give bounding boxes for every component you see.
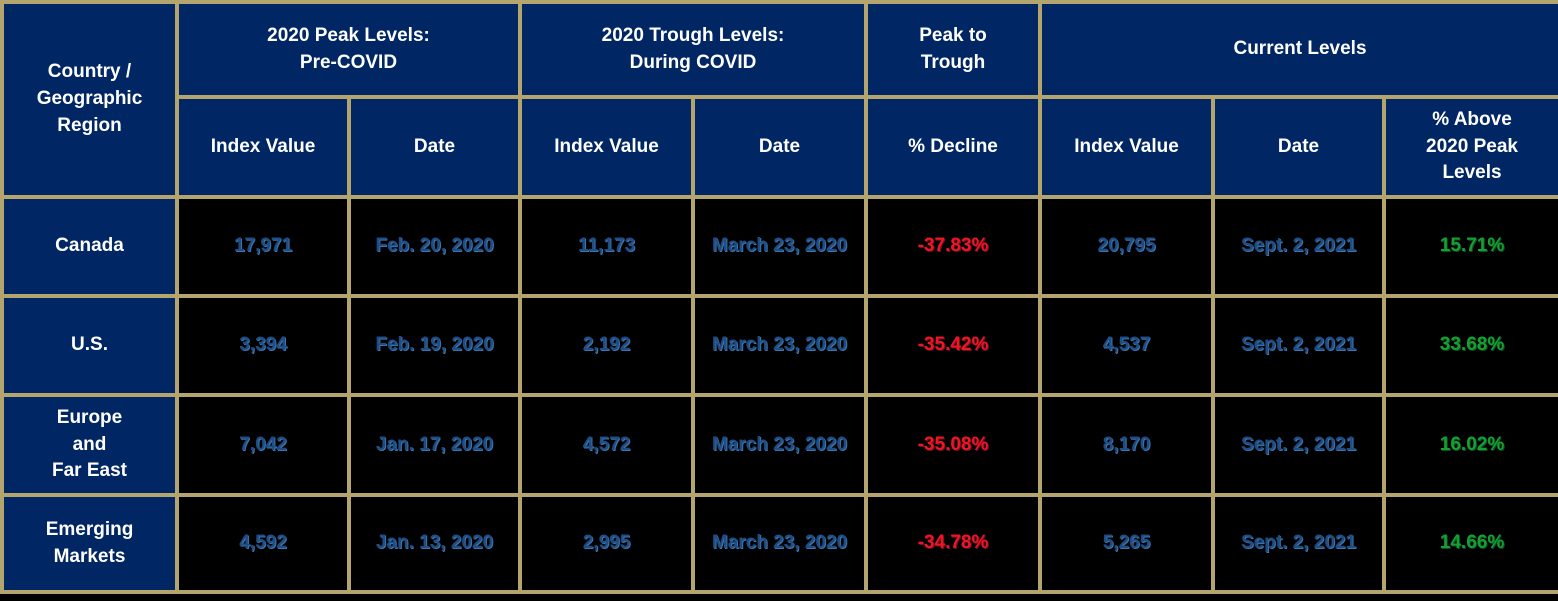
cell-current-index: 5,265 (1038, 493, 1215, 594)
cell-peak-index: 3,394 (175, 294, 351, 397)
subheader-peak-index-value: Index Value (175, 95, 351, 199)
header-group-peak-levels: 2020 Peak Levels: Pre-COVID (175, 0, 522, 99)
cell-percent-decline: -34.78% (864, 493, 1042, 594)
cell-trough-index: 2,995 (518, 493, 695, 594)
cell-percent-above-peak: 16.02% (1381, 393, 1558, 497)
cell-peak-date: Jan. 17, 2020 (347, 393, 522, 497)
row-canada: Canada 17,971 Feb. 20, 2020 11,173 March… (0, 195, 1558, 298)
region-label: U.S. (0, 294, 179, 397)
cell-percent-above-peak: 33.68% (1381, 294, 1558, 397)
cell-current-date: Sept. 2, 2021 (1211, 493, 1386, 594)
row-us: U.S. 3,394 Feb. 19, 2020 2,192 March 23,… (0, 294, 1558, 397)
cell-trough-date: March 23, 2020 (691, 493, 868, 594)
row-emerging-markets: Emerging Markets 4,592 Jan. 13, 2020 2,9… (0, 493, 1558, 594)
cell-percent-decline: -35.42% (864, 294, 1042, 397)
cell-peak-date: Feb. 19, 2020 (347, 294, 522, 397)
cell-current-index: 20,795 (1038, 195, 1215, 298)
subheader-trough-date: Date (691, 95, 868, 199)
cell-trough-date: March 23, 2020 (691, 294, 868, 397)
subheader-current-index-value: Index Value (1038, 95, 1215, 199)
cell-peak-date: Jan. 13, 2020 (347, 493, 522, 594)
header-group-current-levels: Current Levels (1037, 0, 1558, 99)
region-label: Emerging Markets (0, 493, 179, 594)
cell-peak-date: Feb. 20, 2020 (347, 195, 522, 298)
cell-peak-index: 7,042 (175, 393, 351, 497)
subheader-percent-above-peak: % Above 2020 Peak Levels (1381, 95, 1558, 199)
header-group-peak-to-trough: Peak to Trough (864, 0, 1042, 99)
subheader-peak-date: Date (347, 95, 522, 199)
cell-trough-date: March 23, 2020 (691, 195, 868, 298)
cell-peak-index: 17,971 (175, 195, 351, 298)
header-group-row: Country / Geographic Region 2020 Peak Le… (0, 0, 1558, 199)
cell-trough-index: 2,192 (518, 294, 695, 397)
cell-current-index: 8,170 (1038, 393, 1215, 497)
cell-percent-decline: -37.83% (864, 195, 1042, 298)
cell-trough-index: 11,173 (518, 195, 695, 298)
cell-percent-above-peak: 14.66% (1381, 493, 1558, 594)
cell-peak-index: 4,592 (175, 493, 351, 594)
region-label: Canada (0, 195, 179, 298)
cell-trough-index: 4,572 (518, 393, 695, 497)
header-country-region: Country / Geographic Region (0, 0, 179, 199)
header-group-trough-levels: 2020 Trough Levels: During COVID (518, 0, 868, 99)
cell-current-date: Sept. 2, 2021 (1211, 393, 1386, 497)
cell-percent-decline: -35.08% (864, 393, 1042, 497)
cell-current-date: Sept. 2, 2021 (1211, 294, 1386, 397)
cell-percent-above-peak: 15.71% (1381, 195, 1558, 298)
cell-trough-date: March 23, 2020 (691, 393, 868, 497)
row-europe-far-east: Europe and Far East 7,042 Jan. 17, 2020 … (0, 393, 1558, 497)
subheader-percent-decline: % Decline (864, 95, 1042, 199)
region-label: Europe and Far East (0, 393, 179, 497)
cell-current-date: Sept. 2, 2021 (1211, 195, 1386, 298)
header-sub-row: Index Value Date Index Value Date % Decl… (2, 95, 1558, 199)
cell-current-index: 4,537 (1038, 294, 1215, 397)
subheader-trough-index-value: Index Value (518, 95, 695, 199)
subheader-current-date: Date (1211, 95, 1386, 199)
